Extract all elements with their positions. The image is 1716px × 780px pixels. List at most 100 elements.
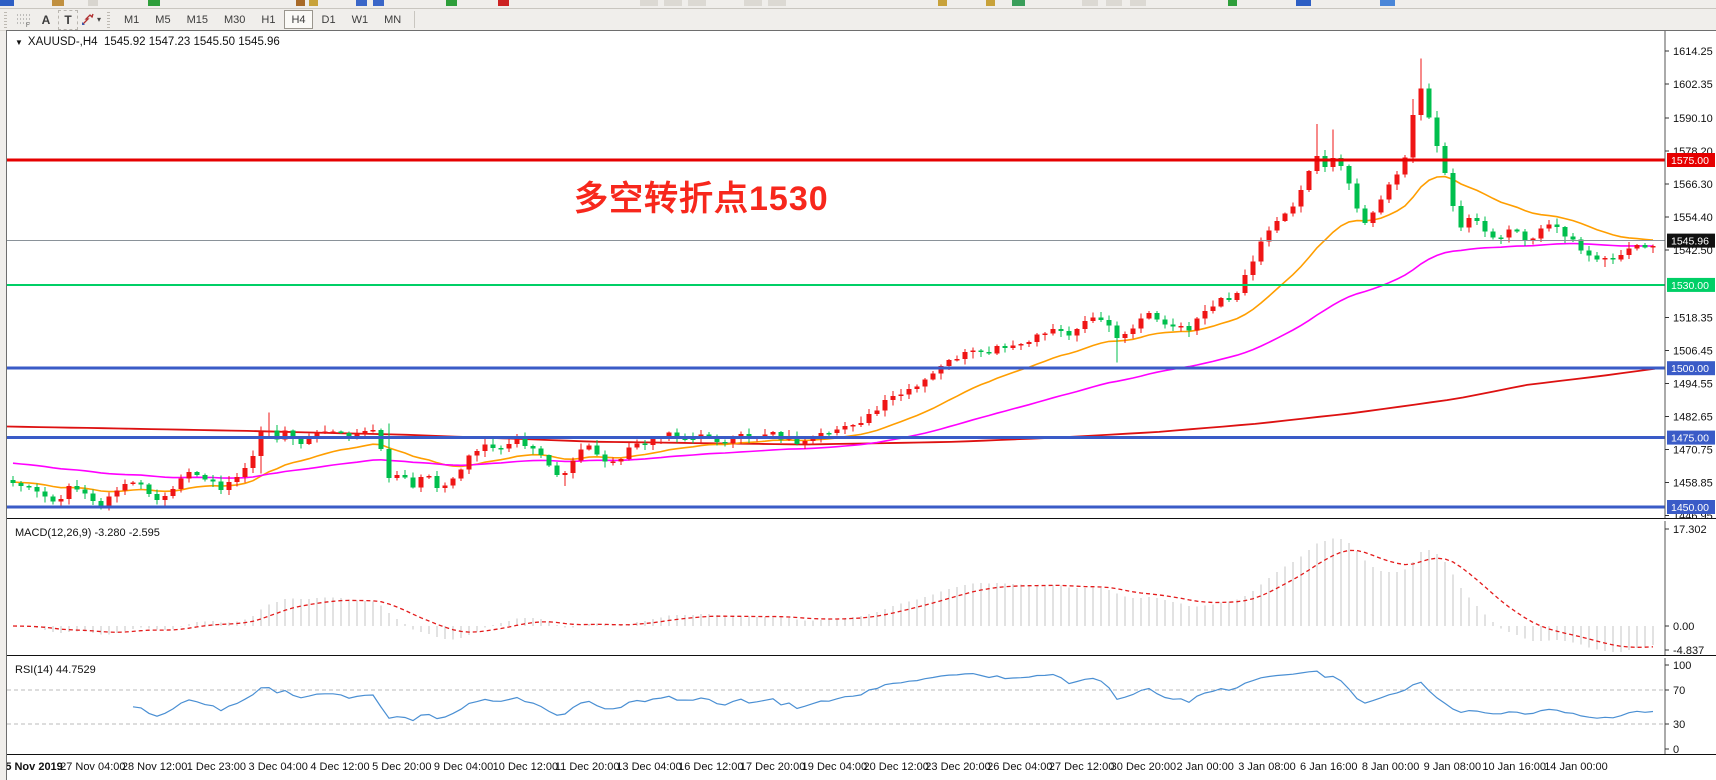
time-axis-label: 4 Dec 12:00 (310, 761, 370, 773)
time-axis-label: 2 Jan 00:00 (1176, 761, 1234, 773)
toolbar-icon-fragment (938, 0, 947, 6)
toolbar-icon-fragment (664, 0, 682, 6)
time-axis-label: 3 Jan 08:00 (1238, 761, 1296, 773)
price-tick-label: 1446.95 (1673, 510, 1713, 518)
rsi-tick-label: 100 (1673, 660, 1691, 672)
time-axis-label: 6 Jan 16:00 (1300, 761, 1358, 773)
toolbar-icon-fragment (1082, 0, 1098, 6)
timeframe-button-mn[interactable]: MN (384, 13, 402, 26)
toolbar-grip[interactable] (3, 11, 10, 28)
timeframe-button-h1[interactable]: H1 (261, 13, 276, 26)
time-axis-label: 27 Dec 12:00 (1048, 761, 1115, 773)
time-axis-label: 20 Dec 12:00 (863, 761, 929, 773)
timeframe-button-w1[interactable]: W1 (351, 13, 369, 26)
chart-annotation-text[interactable]: 多空转折点1530 (574, 180, 829, 218)
toolbar-icon-fragment (356, 0, 367, 6)
toolbar-icon-fragment (1296, 0, 1311, 6)
ohlc-values: 1545.92 1547.23 1545.50 1545.96 (103, 36, 280, 48)
toolbar-icon-fragment (148, 0, 160, 6)
price-tick-label: 1494.55 (1673, 378, 1713, 390)
rsi-tick-label: 70 (1673, 685, 1685, 697)
rsi-chart[interactable]: 100 70 30 0 (7, 658, 1716, 754)
time-axis-label: 10 Dec 12:00 (492, 761, 559, 773)
time-axis-label: 26 Dec 04:00 (987, 761, 1053, 773)
symbol-ohlc-readout[interactable]: ▼ XAUUSD-,H4 1545.92 1547.23 1545.50 1545… (15, 36, 280, 48)
macd-chart[interactable]: 17.302 0.00 -4.837 (7, 521, 1716, 655)
time-axis-label: 23 Dec 20:00 (925, 761, 991, 773)
svg-text:F: F (26, 23, 30, 27)
time-axis-label: 17 Dec 20:00 (739, 761, 806, 773)
toolbar-icon-fragment (1380, 0, 1395, 6)
chart-toolbar: F A T ▾ M1 M5 M15 M30 H1 H4 D1 W1 MN (0, 9, 1716, 31)
fibonacci-retracement-icon[interactable]: F (14, 10, 34, 30)
price-tick-label: 1506.45 (1673, 345, 1713, 357)
price-tick-label: 1542.50 (1673, 245, 1713, 257)
price-badge-label: 1545.96 (1671, 236, 1709, 248)
timeframe-button-d1[interactable]: D1 (321, 13, 336, 26)
time-axis-label: 27 Nov 04:00 (60, 761, 126, 773)
arrows-tool-button[interactable]: ▾ (80, 10, 102, 30)
macd-histogram (20, 538, 1654, 652)
rsi-tick-label: 0 (1673, 744, 1679, 754)
macd-tick-label: 17.302 (1673, 524, 1707, 536)
time-axis-label: 25 Nov 2019 (7, 761, 63, 773)
macd-indicator-panel[interactable]: MACD(12,26,9) -3.280 -2.595 17.302 0.00 -4… (7, 521, 1716, 655)
time-axis-label: 19 Dec 04:00 (801, 761, 868, 773)
text-tool-button[interactable]: A (41, 12, 51, 27)
time-axis-label: 9 Jan 08:00 (1423, 761, 1482, 773)
candlestick-chart[interactable]: 1614.251602.351590.101578.201566.301554.… (7, 31, 1716, 518)
rsi-tick-label: 30 (1673, 719, 1685, 731)
toolbar-icon-fragment (52, 0, 64, 6)
price-badge (1667, 153, 1715, 167)
toolbar-icon-fragment (498, 0, 509, 6)
price-tick-label: 1614.25 (1673, 46, 1713, 58)
timeframe-button-m1[interactable]: M1 (124, 13, 140, 26)
toolbar-icon-fragment (640, 0, 658, 6)
toolbar-separator (414, 11, 416, 28)
time-axis-label: 16 Dec 12:00 (678, 761, 744, 773)
time-axis-label: 30 Dec 20:00 (1110, 761, 1177, 773)
price-badge-label: 1500.00 (1671, 363, 1709, 375)
toolbar-icon-fragment (744, 0, 762, 6)
price-badge (1667, 430, 1715, 445)
macd-label: MACD(12,26,9) -3.280 -2.595 (15, 527, 160, 539)
dropdown-caret-icon[interactable]: ▾ (97, 15, 102, 24)
price-tick-label: 1566.30 (1673, 179, 1713, 191)
time-axis-label: 14 Jan 00:00 (1544, 761, 1608, 773)
price-tick-label: 1602.35 (1673, 79, 1713, 91)
price-tick-label: 1518.35 (1673, 312, 1713, 324)
time-axis-label: 10 Jan 16:00 (1482, 761, 1546, 773)
timeframe-button-m5[interactable]: M5 (155, 13, 171, 26)
price-badge-label: 1475.00 (1671, 433, 1709, 445)
toolbar-icon-fragment (1106, 0, 1122, 6)
text-label-tool-button[interactable]: T (58, 9, 78, 30)
price-chart-panel[interactable]: ▼ XAUUSD-,H4 1545.92 1547.23 1545.50 1545… (7, 31, 1716, 518)
rsi-indicator-panel[interactable]: RSI(14) 44.7529 100 70 30 0 (7, 658, 1716, 754)
toolbar-grip[interactable] (106, 11, 114, 28)
macd-signal-line (12, 549, 1654, 648)
price-badge-label: 1530.00 (1671, 280, 1709, 292)
collapse-arrow-icon[interactable]: ▼ (15, 38, 23, 47)
ma-slow-line (7, 367, 1656, 446)
toolbar-icon-fragment (309, 0, 318, 6)
price-tick-label: 1554.40 (1673, 212, 1713, 224)
time-axis-label: 8 Jan 00:00 (1361, 761, 1420, 773)
rsi-line (132, 670, 1654, 722)
symbol-title: XAUUSD-,H4 (27, 36, 98, 48)
price-badge-label: 1575.00 (1671, 155, 1709, 167)
price-tick-label: 1590.10 (1673, 113, 1713, 125)
toolbar-icon-fragment (1012, 0, 1025, 6)
timeframe-button-m30[interactable]: M30 (223, 13, 246, 26)
time-axis-label: 1 Dec 23:00 (186, 761, 247, 773)
timeframe-button-h4[interactable]: H4 (284, 10, 313, 29)
price-badge (1667, 277, 1715, 292)
toolbar-icon-fragment (986, 0, 995, 6)
rsi-label: RSI(14) 44.7529 (15, 664, 96, 676)
timeframe-button-m15[interactable]: M15 (186, 13, 208, 26)
time-axis-label: 5 Dec 20:00 (372, 761, 432, 773)
toolbar-icon-fragment (446, 0, 457, 6)
price-tick-label: 1470.75 (1673, 444, 1713, 456)
timeframe-button-group: M1 M5 M15 M30 H1 H4 D1 W1 MN (116, 10, 409, 29)
ma-mid-line (12, 242, 1653, 479)
